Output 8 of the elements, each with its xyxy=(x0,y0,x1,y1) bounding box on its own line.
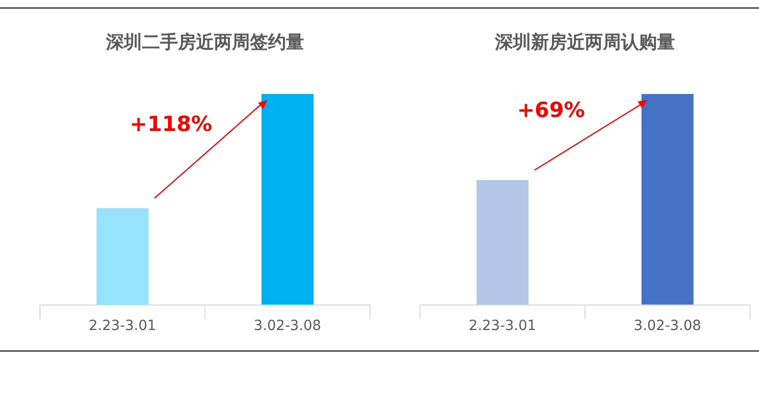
x-tick-label: 2.23-3.01 xyxy=(88,318,156,334)
annotation: +69% xyxy=(517,98,585,122)
chart-title: 深圳新房近两周认购量 xyxy=(494,32,675,53)
chart-title: 深圳二手房近两周签约量 xyxy=(105,32,304,53)
annotation: +118% xyxy=(130,112,212,136)
x-tick-label: 3.02-3.08 xyxy=(634,318,702,334)
x-tick-label: 2.23-3.01 xyxy=(468,318,536,334)
x-tick-label: 3.02-3.08 xyxy=(254,318,322,334)
